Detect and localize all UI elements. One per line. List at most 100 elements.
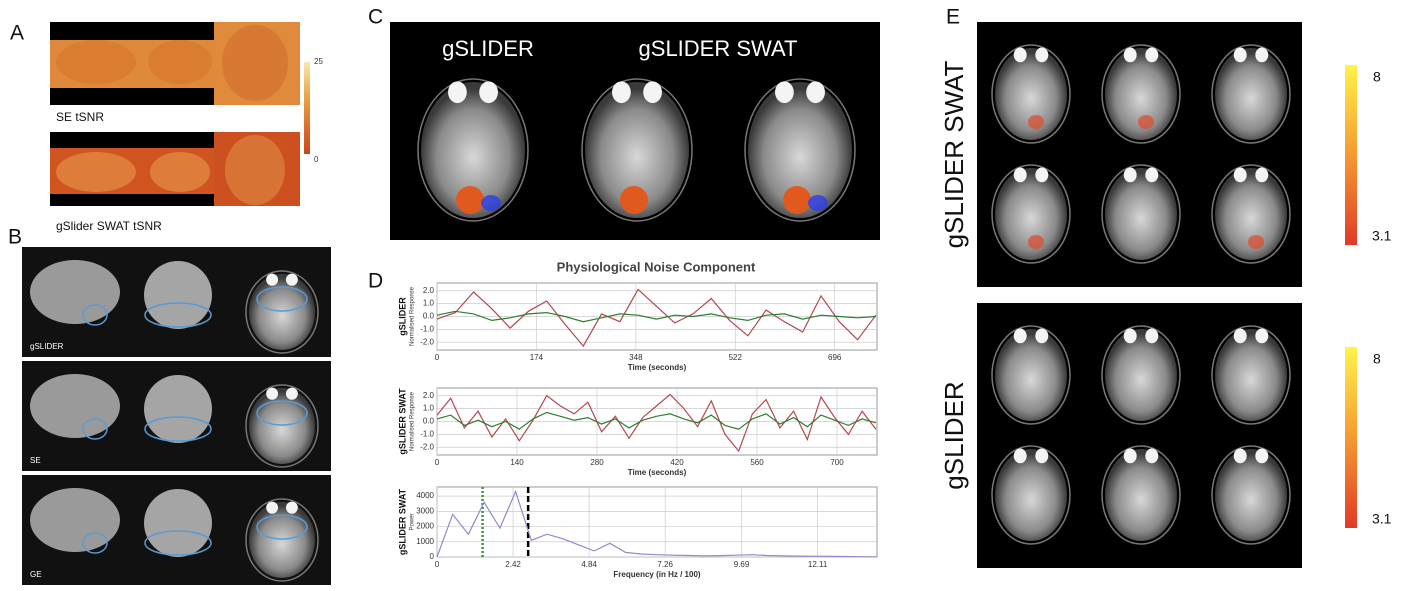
image-title: gSLIDER SWAT — [639, 36, 798, 61]
brain-image — [1215, 168, 1287, 260]
activation-maps — [417, 78, 856, 222]
eye — [1255, 448, 1269, 464]
x-tick-label: 700 — [830, 458, 844, 467]
activation — [1028, 115, 1044, 129]
brain-image — [245, 384, 319, 468]
eye — [448, 81, 467, 104]
eye — [643, 81, 662, 104]
brain-image — [991, 164, 1071, 264]
roi-circle — [256, 400, 308, 426]
y-tick-label: -2.0 — [420, 337, 434, 346]
x-tick-label: 0 — [435, 353, 440, 362]
panel-label: A — [10, 22, 24, 45]
x-tick-label: 560 — [750, 458, 764, 467]
eye — [1013, 167, 1027, 183]
brain-image — [249, 502, 315, 578]
brain-image — [1215, 48, 1287, 140]
y-tick-label: -2.0 — [420, 442, 434, 451]
eye — [1035, 167, 1049, 183]
brain-image — [1101, 445, 1181, 545]
eye — [285, 387, 298, 400]
roi-circle — [82, 304, 108, 326]
image-title: gSLIDER — [442, 36, 534, 61]
x-tick-label: 7.26 — [657, 560, 673, 569]
y-axis-sublabel: Normalised Response — [410, 286, 416, 346]
brain-image — [1211, 164, 1291, 264]
eye — [1145, 448, 1159, 464]
caption: gSLIDER — [30, 342, 64, 351]
eye — [285, 501, 298, 514]
colorbar — [1345, 65, 1357, 245]
plot-area — [436, 486, 878, 558]
brain-image — [1105, 168, 1177, 260]
activation — [1138, 115, 1154, 129]
brain-image — [245, 498, 319, 582]
y-axis-label: gSLIDER SWAT — [397, 388, 407, 455]
y-tick-label: 2.0 — [423, 286, 435, 295]
panel-label: E — [946, 6, 960, 29]
eye — [1145, 47, 1159, 63]
x-tick-label: 2.42 — [505, 560, 521, 569]
x-tick-label: 140 — [510, 458, 524, 467]
brain-image — [995, 168, 1067, 260]
brain-image — [417, 78, 529, 222]
eye — [1255, 47, 1269, 63]
x-tick-label: 696 — [828, 353, 842, 362]
brain-image — [1105, 449, 1177, 541]
eye — [1123, 47, 1137, 63]
y-tick-label: 4000 — [416, 491, 434, 500]
brain-image — [991, 325, 1071, 425]
brain-image — [1101, 325, 1181, 425]
row-title: gSLIDER — [939, 381, 969, 489]
eye — [285, 273, 298, 286]
y-axis-sublabel: Normalised Response — [410, 391, 416, 451]
activation — [783, 186, 811, 214]
y-tick-label: 3000 — [416, 506, 434, 515]
eye — [1233, 47, 1247, 63]
y-tick-label: 2000 — [416, 522, 434, 531]
eye — [1013, 448, 1027, 464]
roi-circle — [82, 532, 108, 554]
eye — [806, 81, 825, 104]
eye — [1013, 47, 1027, 63]
eye — [612, 81, 631, 104]
eye — [1035, 448, 1049, 464]
brain-image — [1211, 445, 1291, 545]
x-tick-label: 174 — [530, 353, 544, 362]
eye — [1145, 328, 1159, 344]
activation-grid: gSLIDER SWAT 8 3.1 gSLIDER 8 3.1 — [939, 22, 1392, 568]
panel-label: D — [368, 270, 383, 293]
x-tick-label: 0 — [435, 458, 440, 467]
activation — [620, 186, 648, 214]
x-tick-label: 420 — [670, 458, 684, 467]
roi-circle — [144, 416, 212, 442]
coronal-slice — [144, 261, 212, 329]
row-title: gSLIDER SWAT — [939, 60, 969, 248]
roi-circle — [256, 286, 308, 312]
y-axis-label: gSLIDER — [397, 297, 407, 336]
eye — [1233, 167, 1247, 183]
brain-image — [991, 44, 1071, 144]
brain-image — [1215, 329, 1287, 421]
x-axis-label: Time (seconds) — [628, 468, 687, 477]
eye — [1233, 328, 1247, 344]
brain-image — [581, 78, 693, 222]
y-tick-label: -1.0 — [420, 429, 434, 438]
brain-image — [1215, 449, 1287, 541]
brain-image — [748, 82, 852, 218]
eye — [1123, 448, 1137, 464]
caption: GE — [30, 570, 42, 579]
y-tick-label: 0 — [430, 552, 435, 561]
brain-image — [1211, 44, 1291, 144]
x-tick-label: 348 — [629, 353, 643, 362]
y-tick-label: 2.0 — [423, 391, 435, 400]
activation — [481, 195, 501, 211]
coronal-slice — [144, 489, 212, 557]
eye — [1013, 328, 1027, 344]
x-axis-label: Time (seconds) — [628, 363, 687, 372]
brain-image — [995, 449, 1067, 541]
brain-image — [1105, 329, 1177, 421]
eye — [479, 81, 498, 104]
